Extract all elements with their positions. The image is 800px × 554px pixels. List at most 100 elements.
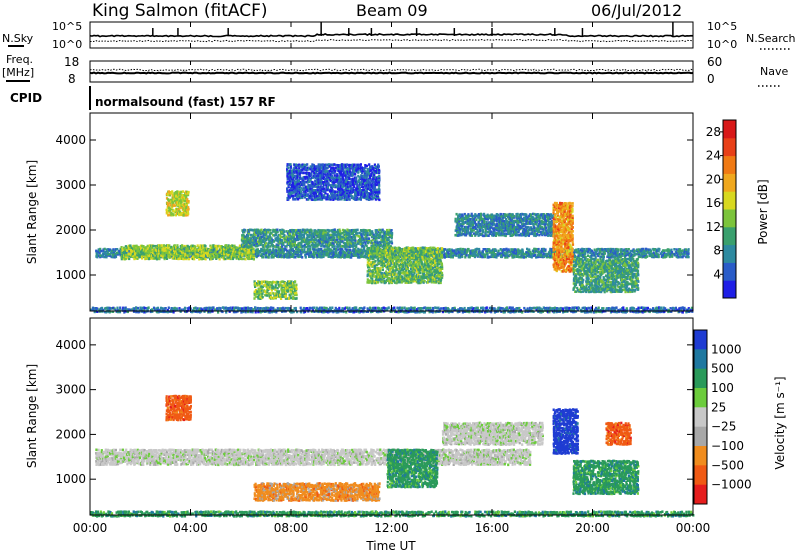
scatter-cell [358,235,362,238]
scatter-cell [607,247,610,251]
scatter-cell [294,280,297,283]
scatter-cell [272,292,275,295]
scatter-cell [382,245,385,248]
scatter-cell [333,228,336,231]
scatter-cell [469,224,472,228]
scatter-cell [277,283,280,287]
scatter-cell [523,255,526,259]
scatter-cell [416,257,419,261]
scatter-cell [416,269,419,272]
scatter-cell [352,243,355,246]
scatter-cell [673,248,676,251]
scatter-cell [635,252,638,256]
scatter-cell [257,230,261,233]
scatter-cell [475,218,478,221]
scatter-cell [530,252,533,256]
scatter-cell [372,254,375,257]
scatter-cell [480,232,483,236]
scatter-cell [339,249,342,252]
scatter-cell [573,254,577,258]
scatter-cell [282,295,285,298]
scatter-cell [469,221,472,225]
scatter-cell [97,248,100,251]
scatter-cell [295,291,298,295]
scatter-cell [573,249,577,252]
scatter-cell [455,212,458,216]
scatter-cell [179,257,182,260]
scatter-cell [284,237,287,240]
scatter-cell [680,249,683,253]
scatter-cell [291,236,294,240]
scatter-cell [213,255,216,259]
scatter-cell [581,247,584,251]
scatter-cell [371,277,374,281]
scatter-cell [423,270,426,273]
scatter-cell [369,272,372,275]
scatter-cell [684,248,687,251]
scatter-cell [310,252,313,256]
scatter-cell [353,229,356,232]
scatter-cell [380,248,383,251]
scatter-cell [332,232,335,236]
scatter-cell [122,251,125,254]
scatter-cell [176,254,179,257]
scatter-cell [601,248,604,251]
scatter-cell [352,232,355,235]
scatter-cell [627,248,630,251]
scatter-cell [252,241,255,245]
scatter-cell [427,251,430,254]
scatter-cell [371,269,374,272]
scatter-cell [373,280,376,283]
scatter-cell [467,225,470,229]
scatter-cell [318,237,321,240]
scatter-cell [371,280,374,283]
scatter-cell [266,285,269,288]
scatter-cell [234,252,237,256]
scatter-cell [253,230,256,234]
scatter-cell [414,247,417,250]
scatter-cell [291,282,295,285]
scatter-cell [409,255,412,259]
scatter-cell [646,248,649,251]
scatter-cell [468,255,471,259]
scatter-cell [386,275,389,278]
freq-label: Freq. [6,53,33,66]
scatter-cell [414,261,417,264]
scatter-cell [484,216,487,220]
scatter-cell [389,264,392,267]
scatter-cell [360,254,363,258]
scatter-cell [461,216,464,220]
scatter-cell [392,265,396,269]
scatter-cell [350,235,354,239]
scatter-cell [629,249,632,253]
scatter-cell [552,251,555,254]
scatter-cell [289,242,293,246]
scatter-cell [280,254,283,257]
scatter-cell [475,250,478,254]
scatter-cell [568,247,571,251]
cpid-value: normalsound (fast) 157 RF [95,95,276,109]
scatter-cell [133,252,137,256]
scatter-cell [330,255,333,259]
scatter-cell [434,254,437,257]
scatter-cell [363,245,366,249]
scatter-cell [625,248,628,251]
scatter-cell [323,245,326,248]
scatter-cell [421,262,424,266]
scatter-cell [318,250,321,253]
scatter-cell [337,245,340,248]
scatter-cell [487,224,490,228]
scatter-cell [607,252,610,256]
scatter-cell [539,252,542,256]
scatter-cell [654,254,657,257]
scatter-cell [457,216,460,220]
scatter-cell [649,254,652,258]
scatter-cell [249,228,252,232]
scatter-cell [262,231,266,234]
scatter-cell [484,250,488,253]
scatter-cell [121,248,124,251]
scatter-cell [374,266,377,270]
scatter-cell [405,274,408,278]
scatter-cell [276,235,279,239]
scatter-cell [277,240,280,244]
